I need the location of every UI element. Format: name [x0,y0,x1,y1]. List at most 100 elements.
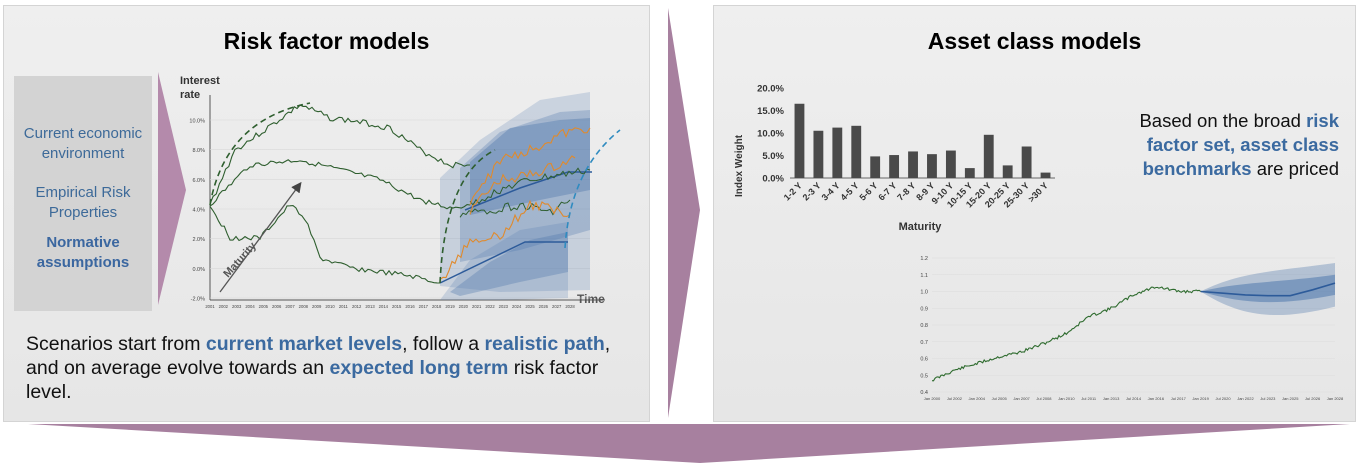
scenario-orange-1 [469,127,591,206]
bar-x-tick: 2-3 Y [801,180,823,202]
index-expected-line [1200,282,1336,297]
idx-x-tick: Jan 2016 [1148,396,1165,401]
rf-y-tick: 2.0% [192,237,205,243]
idx-x-tick: Jul 2002 [947,396,963,401]
rf-x-tick: 2017 [419,304,429,309]
index-weight-bar-chart: Index Weight Maturity 20.0% 15.0% 10.0% 5.0… [734,84,1055,233]
idx-y-tick: 0.7 [920,340,928,346]
rf-x-tick: 2010 [325,304,335,309]
bar-7-8 Y [908,151,918,178]
idx-y-tick: 0.4 [920,390,928,396]
caption-highlight-3: expected long term [329,357,509,379]
history-mid-rate [209,159,471,210]
bar->30 Y [1040,172,1051,178]
idx-x-tick: Jul 2026 [1305,396,1321,401]
description-text-1: Based on the broad [1139,110,1307,131]
dashed-curve-scenario [439,149,496,284]
index-history-line [931,286,1202,382]
rf-x-tick: 2014 [379,304,389,309]
bar-25-30 Y [1021,146,1032,178]
idx-y-tick: 0.8 [920,323,928,329]
idx-y-tick: 1.2 [920,256,928,262]
bar-10-15 Y [964,168,975,178]
bar-1-2 Y [794,103,805,178]
rf-x-tick: 2005 [259,304,269,309]
description-text-2: are priced [1251,158,1339,179]
rf-x-tick: 2028 [565,304,575,309]
rf-y-tick: 8.0% [192,148,205,154]
rf-y-tick: 10.0% [189,119,205,125]
idx-x-tick: Jan 2013 [1103,396,1120,401]
rf-x-tick: 2015 [392,304,402,309]
idx-x-tick: Jan 2022 [1237,396,1254,401]
idx-x-tick: Jan 2004 [969,396,986,401]
rf-y-label-1: Interest [180,75,220,87]
rf-x-tick: 2012 [352,304,362,309]
forecast-band-inner [1200,274,1335,303]
bar-9-10 Y [945,150,956,178]
idx-x-tick: Jul 2008 [1036,396,1052,401]
rf-x-tick: 2027 [552,304,562,309]
bar-x-label: Maturity [899,221,943,233]
idx-x-tick: Jan 2019 [1192,396,1209,401]
bar-3-4 Y [832,127,843,178]
bar-y-tick: 20.0% [757,84,784,95]
maturity-arrow [219,181,302,293]
history-short-rate [209,205,441,284]
caption-text-4: risk factor level. [26,357,599,403]
maturity-label: Maturity [221,240,259,280]
scenario-orange-3 [439,199,571,281]
bar-y-tick: 5.0% [762,151,784,162]
bar-y-label: Index Weight [734,134,745,197]
bar-y-tick: 15.0% [757,106,784,117]
rf-x-tick: 2020 [459,304,469,309]
rf-x-tick: 2016 [405,304,415,309]
description-highlight: risk factor set, asset class benchmarks [1142,110,1339,179]
bar-15-20 Y [983,134,994,178]
left-caption: Scenarios start from current market leve… [26,332,636,404]
idx-x-tick: Jan 2000 [924,396,941,401]
rf-x-tick: 2009 [312,304,322,309]
rf-x-tick: 2022 [485,304,495,309]
rf-x-tick: 2021 [472,304,482,309]
rf-y-tick: 6.0% [192,178,205,184]
bar-x-tick: 6-7 Y [876,180,898,202]
bar-x-tick: >30 Y [1026,180,1050,204]
caption-highlight-1: current market levels [205,333,403,355]
rf-x-tick: 2023 [499,304,509,309]
scenario-orange-2 [469,155,576,215]
scenario-band-2 [470,118,590,215]
idx-y-tick: 0.5 [920,373,928,379]
rf-x-tick: 2026 [539,304,549,309]
idx-x-tick: Jan 2007 [1013,396,1030,401]
rf-x-tick: 2006 [272,304,282,309]
rf-x-tick: 2018 [432,304,442,309]
idx-y-tick: 1.0 [920,290,928,296]
risk-factor-chart: Interest rate Time 10.0% 8.0% 6.0% 4.0% 2.0%… [180,75,621,309]
idx-x-tick: Jul 2017 [1171,396,1187,401]
bar-x-tick: 7-8 Y [895,180,917,202]
dashed-curve-history [209,102,311,206]
idx-x-tick: Jul 2020 [1215,396,1231,401]
bar-6-7 Y [889,155,900,178]
dashed-curve-long-term [564,129,621,249]
bar-y-tick: 10.0% [757,129,784,140]
factor-current-economic: Current economic environment [23,125,143,162]
bar-x-tick: 1-2 Y [782,180,804,202]
idx-y-tick: 0.9 [920,306,928,312]
idx-x-tick: Jan 2028 [1327,396,1344,401]
expected-path-short [439,241,568,284]
index-projection-chart: 1.2 1.1 1.0 0.9 0.8 0.7 0.6 0.5 0.4 Jan 2000 Jul … [920,256,1344,401]
scenario-green-2 [459,199,571,218]
bottom-chevron [28,424,1350,463]
bar-20-25 Y [1002,165,1013,178]
rf-x-tick: 2011 [339,304,349,309]
factor-empirical-risk: Empirical Risk Properties [35,184,131,221]
idx-y-tick: 0.6 [920,357,928,363]
caption-highlight-2: realistic path [484,333,605,355]
bar-4-5 Y [851,125,862,178]
rf-x-tick: 2019 [445,304,455,309]
bar-x-tick: 4-5 Y [838,180,860,202]
scenario-green-1 [469,167,591,206]
idx-x-tick: Jul 2014 [1126,396,1142,401]
